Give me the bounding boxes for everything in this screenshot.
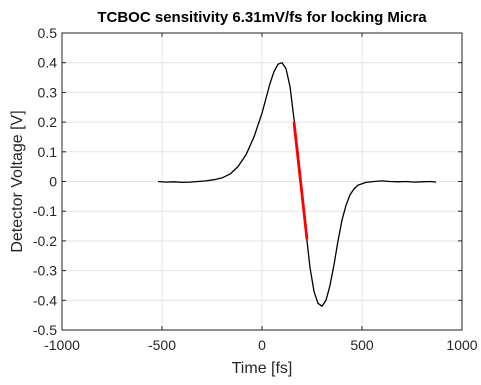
tick-labels: -1000 -500 0 500 1000 0.5 0.4 0.3 0.2 0.1 0 -0.1 -0.… — [33, 25, 478, 353]
x-tick-label: 500 — [350, 337, 374, 353]
x-tick-label: -1000 — [44, 337, 80, 353]
x-tick-label: 1000 — [446, 337, 477, 353]
y-tick-label: 0 — [49, 174, 57, 190]
y-tick-label: -0.2 — [33, 233, 57, 249]
locking-slope-line — [292, 121, 309, 240]
y-tick-label: -0.5 — [33, 322, 57, 338]
y-tick-label: -0.4 — [33, 292, 57, 308]
y-tick-label: 0.3 — [38, 84, 58, 100]
y-tick-label: 0.1 — [38, 144, 58, 160]
y-tick-label: 0.5 — [38, 25, 58, 41]
x-tick-label: 0 — [258, 337, 266, 353]
y-tick-label: 0.4 — [38, 55, 58, 71]
x-tick-label: -500 — [148, 337, 176, 353]
y-tick-label: 0.2 — [38, 114, 58, 130]
x-axis-label: Time [fs] — [232, 360, 293, 377]
y-tick-label: -0.1 — [33, 203, 57, 219]
chart-title: TCBOC sensitivity 6.31mV/fs for locking … — [97, 9, 427, 26]
y-tick-label: -0.3 — [33, 263, 57, 279]
ticks — [61, 32, 463, 331]
series-group — [157, 62, 437, 307]
y-axis-label: Detector Voltage [V] — [9, 110, 26, 252]
